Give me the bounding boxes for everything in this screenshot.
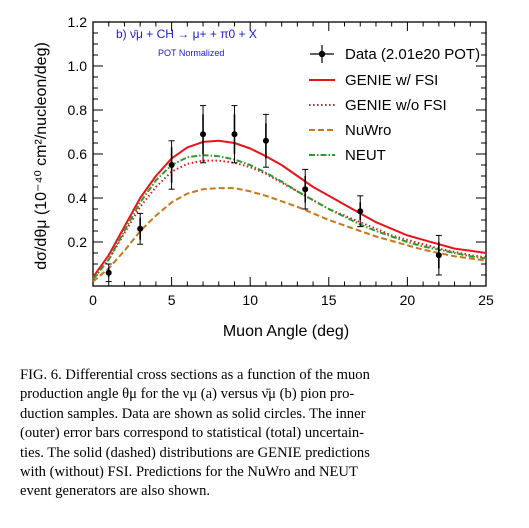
- panel-note: POT Normalized: [158, 48, 224, 58]
- caption-line: (outer) error bars correspond to statist…: [20, 425, 365, 442]
- y-tick-label: 1.0: [68, 58, 88, 74]
- x-tick-label: 20: [400, 292, 416, 308]
- legend: Data (2.01e20 POT) GENIE w/ FSI GENIE w/…: [309, 45, 480, 164]
- x-tick-label: 25: [478, 292, 494, 308]
- y-tick-label: 1.2: [68, 14, 88, 30]
- data-point: [262, 137, 269, 144]
- data-point: [435, 252, 442, 259]
- y-tick-label: 0.8: [68, 102, 88, 118]
- y-tick-label: 0.4: [68, 190, 88, 206]
- series-line: [92, 187, 487, 283]
- caption-line: ties. The solid (dashed) distributions a…: [20, 444, 370, 461]
- caption-line: duction samples. Data are shown as solid…: [20, 405, 366, 422]
- series-curves: [92, 139, 487, 283]
- legend-label-nuwro: NuWro: [345, 122, 391, 139]
- legend-label-data: Data (2.01e20 POT): [345, 46, 480, 63]
- data-point: [357, 208, 364, 215]
- x-tick-label: 0: [89, 292, 97, 308]
- axis-ticks: 0 5 10 15 20 25 0.2 0.4 0.6 0.8 1.0 1.2: [68, 14, 494, 308]
- data-point: [105, 269, 112, 276]
- caption-line: event generators are also shown.: [20, 483, 211, 500]
- caption-line: with (without) FSI. Predictions for the …: [20, 464, 358, 481]
- chart: 0 5 10 15 20 25 0.2 0.4 0.6 0.8 1.0 1.2 b) ν̄μ + CH…: [33, 14, 494, 340]
- data-points: [105, 105, 442, 283]
- legend-label-neut: NEUT: [345, 147, 386, 164]
- figure-caption: FIG. 6. Differential cross sections as a…: [20, 366, 518, 502]
- y-tick-label: 0.2: [68, 234, 88, 250]
- legend-label-genie-fsi: GENIE w/ FSI: [345, 72, 438, 89]
- legend-label-genie-nofsi: GENIE w/o FSI: [345, 97, 447, 114]
- data-point: [168, 162, 175, 168]
- caption-line: production angle θμ for the νμ (a) versu…: [20, 386, 355, 403]
- y-tick-label: 0.6: [68, 146, 88, 162]
- data-point: [137, 225, 144, 232]
- x-tick-label: 10: [242, 292, 258, 308]
- x-tick-label: 15: [321, 292, 337, 308]
- legend-data-marker: [318, 50, 326, 58]
- series-line: [92, 139, 487, 278]
- x-axis-title: Muon Angle (deg): [223, 323, 349, 340]
- data-point: [231, 131, 238, 138]
- y-axis-title: dσ/dθμ (10⁻⁴⁰ cm²/nucleon/deg): [33, 42, 50, 270]
- caption-line: FIG. 6. Differential cross sections as a…: [20, 367, 370, 383]
- series-line: [92, 154, 487, 281]
- data-point: [200, 131, 207, 138]
- x-tick-label: 5: [168, 292, 176, 308]
- panel-label: b) ν̄μ + CH → μ+ + π0 + X: [116, 27, 257, 41]
- data-point: [302, 186, 309, 193]
